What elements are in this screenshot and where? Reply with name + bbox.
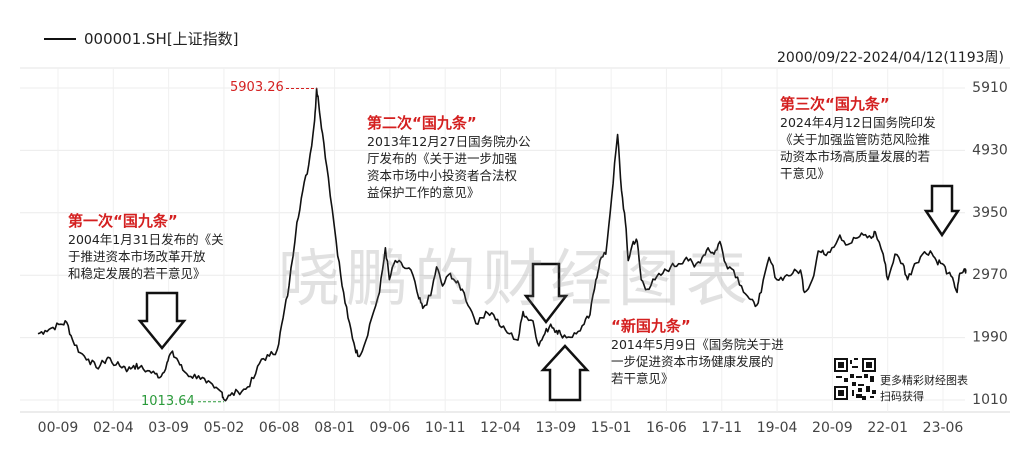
annotation-body: 2024年4月12日国务院印发 《关于加强监管防范风险推 动资本市场高质量发展的… <box>780 115 936 181</box>
y-tick-label: 5910 <box>972 80 1008 96</box>
x-tick-label: 02-04 <box>93 420 134 436</box>
x-axis-ticks: 00-09 02-04 03-09 05-02 06-08 08-01 09-06 10-11… <box>38 420 964 436</box>
x-tick-label: 16-06 <box>646 420 687 436</box>
up-arrow-icon <box>540 344 590 402</box>
y-tick-label: 1010 <box>972 392 1008 408</box>
annotation-new-nine-articles: “新国九条” 2014年5月9日《国务院关于进 一步促进资本市场健康发展的 若干… <box>611 316 784 387</box>
y-tick-label: 2970 <box>972 267 1008 283</box>
annotation-first-nine-articles: 第一次“国九条” 2004年1月31日发布的《关 于推进资本市场改革开放 和稳定… <box>68 211 224 282</box>
x-tick-label: 19-04 <box>757 420 798 436</box>
annotation-title: “新国九条” <box>611 317 691 335</box>
y-tick-label: 3950 <box>972 205 1008 221</box>
annotation-body: 2013年12月27日国务院办公 厅发布的《关于进一步加强 资本市场中小投资者合… <box>367 134 531 200</box>
x-tick-label: 08-01 <box>314 420 355 436</box>
annotation-title: 第一次“国九条” <box>68 212 178 230</box>
y-axis-ticks: 1010 1990 2970 3950 4930 5910 <box>972 80 1008 408</box>
x-tick-label: 12-04 <box>480 420 521 436</box>
x-tick-label: 05-02 <box>204 420 245 436</box>
y-tick-label: 1990 <box>972 330 1008 346</box>
annotation-body: 2004年1月31日发布的《关 于推进资本市场改革开放 和稳定发展的若干意见》 <box>68 232 224 281</box>
legend-label: 000001.SH[上证指数] <box>84 30 239 48</box>
annotation-body: 2014年5月9日《国务院关于进 一步促进资本市场健康发展的 若干意见》 <box>611 337 784 386</box>
date-range: 2000/09/22-2024/04/12(1193周) <box>777 50 1004 66</box>
high-label: 5903.26 <box>230 80 284 95</box>
x-tick-label: 09-06 <box>370 420 411 436</box>
down-arrow-icon <box>137 291 187 350</box>
y-tick-label: 4930 <box>972 142 1008 158</box>
x-tick-label: 23-06 <box>923 420 964 436</box>
annotation-title: 第二次“国九条” <box>367 114 477 132</box>
x-tick-label: 15-01 <box>591 420 632 436</box>
x-tick-label: 20-09 <box>812 420 853 436</box>
x-tick-label: 22-01 <box>867 420 908 436</box>
x-tick-label: 06-08 <box>259 420 300 436</box>
legend: 000001.SH[上证指数] <box>44 28 239 49</box>
annotation-arrows <box>137 184 961 402</box>
annotation-title: 第三次“国九条” <box>780 95 890 113</box>
qr-caption: 更多精彩财经图表 扫码获得 <box>880 374 968 403</box>
x-tick-label: 13-09 <box>535 420 576 436</box>
qr-code-icon[interactable] <box>834 358 876 400</box>
x-tick-label: 10-11 <box>425 420 466 436</box>
down-arrow-icon <box>523 262 569 325</box>
x-tick-label: 00-09 <box>38 420 79 436</box>
down-arrow-icon <box>923 184 961 238</box>
x-tick-label: 03-09 <box>148 420 189 436</box>
series-lines <box>37 87 967 403</box>
annotation-third-nine-articles: 第三次“国九条” 2024年4月12日国务院印发 《关于加强监管防范风险推 动资… <box>780 94 936 182</box>
annotation-second-nine-articles: 第二次“国九条” 2013年12月27日国务院办公 厅发布的《关于进一步加强 资… <box>367 113 531 201</box>
gridlines <box>20 67 1010 413</box>
legend-line-swatch <box>44 37 76 40</box>
x-tick-label: 17-11 <box>701 420 742 436</box>
series-line-sse-composite <box>37 87 967 402</box>
low-label: 1013.64 <box>141 394 195 409</box>
